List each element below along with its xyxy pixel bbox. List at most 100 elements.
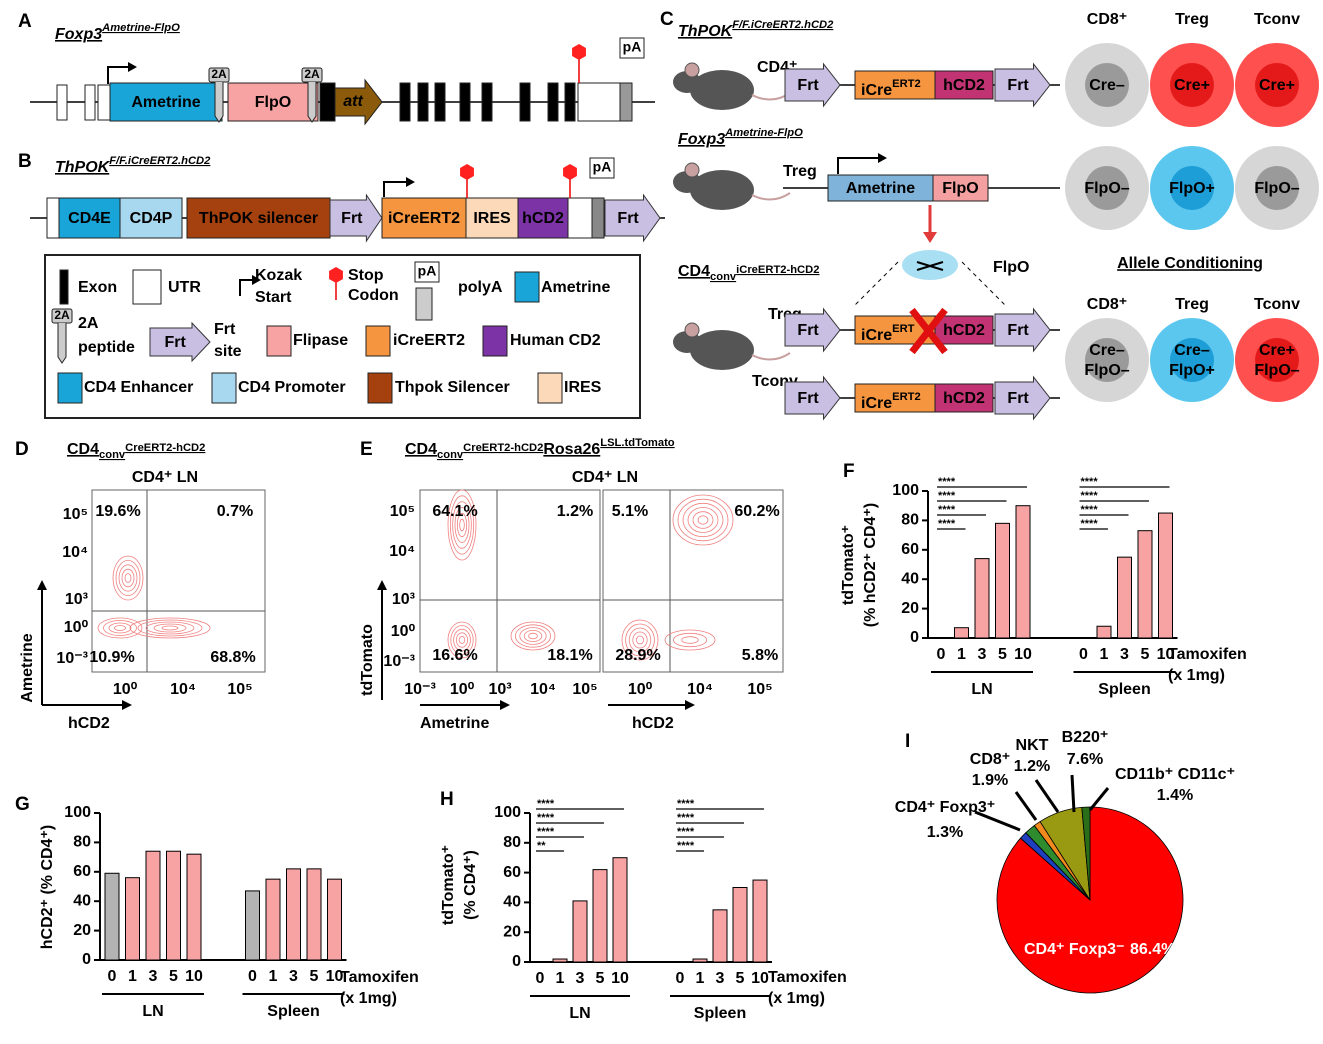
x-tick-label: 10 [185, 968, 203, 985]
mouse-body [690, 70, 754, 110]
label: Cre– [1174, 342, 1210, 359]
label: Treg [783, 163, 817, 180]
bar [572, 900, 588, 963]
mouse-body [690, 330, 754, 370]
arrow-head [252, 275, 261, 285]
contour [672, 494, 734, 546]
x-tick-label: 1 [128, 968, 137, 985]
label: Stop [348, 267, 384, 284]
x-axis-label: (x 1mg) [768, 990, 825, 1007]
leader-arrow [974, 810, 1021, 832]
label: Treg [1175, 11, 1209, 28]
y-tick-label: 60 [73, 863, 91, 880]
contour [137, 619, 203, 637]
y-tick-label: 100 [494, 804, 521, 821]
bar [592, 869, 608, 963]
contour [510, 621, 556, 651]
label: 10⁻³ [383, 653, 415, 670]
significance-label: **** [677, 812, 695, 824]
plot-frame [419, 489, 601, 673]
frt-arrow [149, 321, 211, 363]
contour [459, 518, 465, 532]
y-axis-label: tdTomato⁺ [440, 845, 457, 925]
arrow-head [878, 153, 887, 163]
panel-label: F [843, 461, 855, 482]
label: 10³ [392, 591, 415, 608]
contour [528, 632, 538, 640]
slice-label: B220⁺ [1062, 729, 1109, 746]
title: CD4conviCreERT2-hCD2 [678, 263, 819, 283]
contour [515, 624, 552, 648]
label: 10⁻³ [56, 650, 88, 667]
frt-arrow [784, 375, 841, 421]
x-tick-label: 0 [248, 968, 257, 985]
label: FlpO [255, 94, 291, 111]
polya [415, 287, 433, 321]
y-axis-label: (% CD4⁺) [462, 850, 479, 920]
panel-label: E [360, 439, 373, 460]
label: pA [593, 159, 612, 175]
panel-label: D [15, 439, 29, 460]
gene-box [119, 197, 183, 239]
panel-label: C [660, 9, 674, 30]
gene-box [854, 70, 936, 100]
contour [124, 573, 132, 583]
panel-label: B [18, 151, 32, 172]
arrow-head [685, 700, 695, 710]
y-tick-label: 0 [512, 953, 521, 970]
group-label: Spleen [1098, 681, 1150, 698]
x-tick-label: 3 [289, 968, 298, 985]
label: Frt [341, 210, 363, 227]
x-tick-label: 0 [536, 970, 545, 987]
label: 60.2% [734, 503, 779, 520]
x-tick-label: 10 [1157, 646, 1175, 663]
x-tick-label: 0 [937, 646, 946, 663]
label: Codon [348, 287, 399, 304]
label: Frt [617, 210, 639, 227]
y-tick-label: 60 [503, 864, 521, 881]
label: Ametrine [131, 94, 200, 111]
x-axis-label: Tamoxifen [1168, 646, 1247, 663]
label: Ametrine [420, 715, 489, 732]
bar [1096, 625, 1112, 639]
kozak-arrow [383, 181, 406, 197]
gene-box [934, 70, 994, 100]
label: 10⁰ [113, 681, 138, 698]
contour [103, 620, 137, 636]
arrow-head [406, 177, 415, 187]
text-part: CD4 [405, 441, 437, 458]
title: ThPOKF/F.iCreERT2.hCD2 [678, 19, 834, 40]
panel-label: I [905, 731, 910, 752]
label: 2A [78, 315, 99, 332]
bar [186, 853, 202, 961]
y-tick-label: 20 [73, 922, 91, 939]
exon [459, 82, 471, 122]
frt-arrow [604, 193, 661, 243]
contour [447, 489, 477, 561]
kozak-arrow [239, 279, 252, 296]
label: FlpO [993, 259, 1029, 276]
exon [59, 269, 69, 305]
label: pA [623, 39, 642, 55]
y-tick-label: 60 [901, 541, 919, 558]
text-part: F/F.iCreERT2.hCD2 [732, 19, 834, 31]
contour [454, 507, 470, 543]
x-tick-label: 0 [676, 970, 685, 987]
line [961, 261, 1006, 306]
peptide-pin [57, 323, 67, 364]
significance-label: **** [537, 812, 555, 824]
label: 10⁵ [747, 681, 772, 698]
slice-value: 1.4% [1157, 787, 1193, 804]
contour [449, 495, 475, 555]
label: 68.8% [210, 649, 255, 666]
gene-box [186, 197, 331, 239]
label: iCreERT2 [393, 332, 465, 349]
label: Cre+ [1259, 342, 1295, 359]
text-part: ERT2 [892, 391, 921, 403]
cell-nucleus [1255, 338, 1299, 382]
significance-label: **** [537, 826, 555, 838]
x-axis-label: Tamoxifen [340, 969, 419, 986]
label: FlpO+ [1169, 180, 1215, 197]
bar [166, 850, 181, 961]
label: 10⁵ [572, 681, 597, 698]
